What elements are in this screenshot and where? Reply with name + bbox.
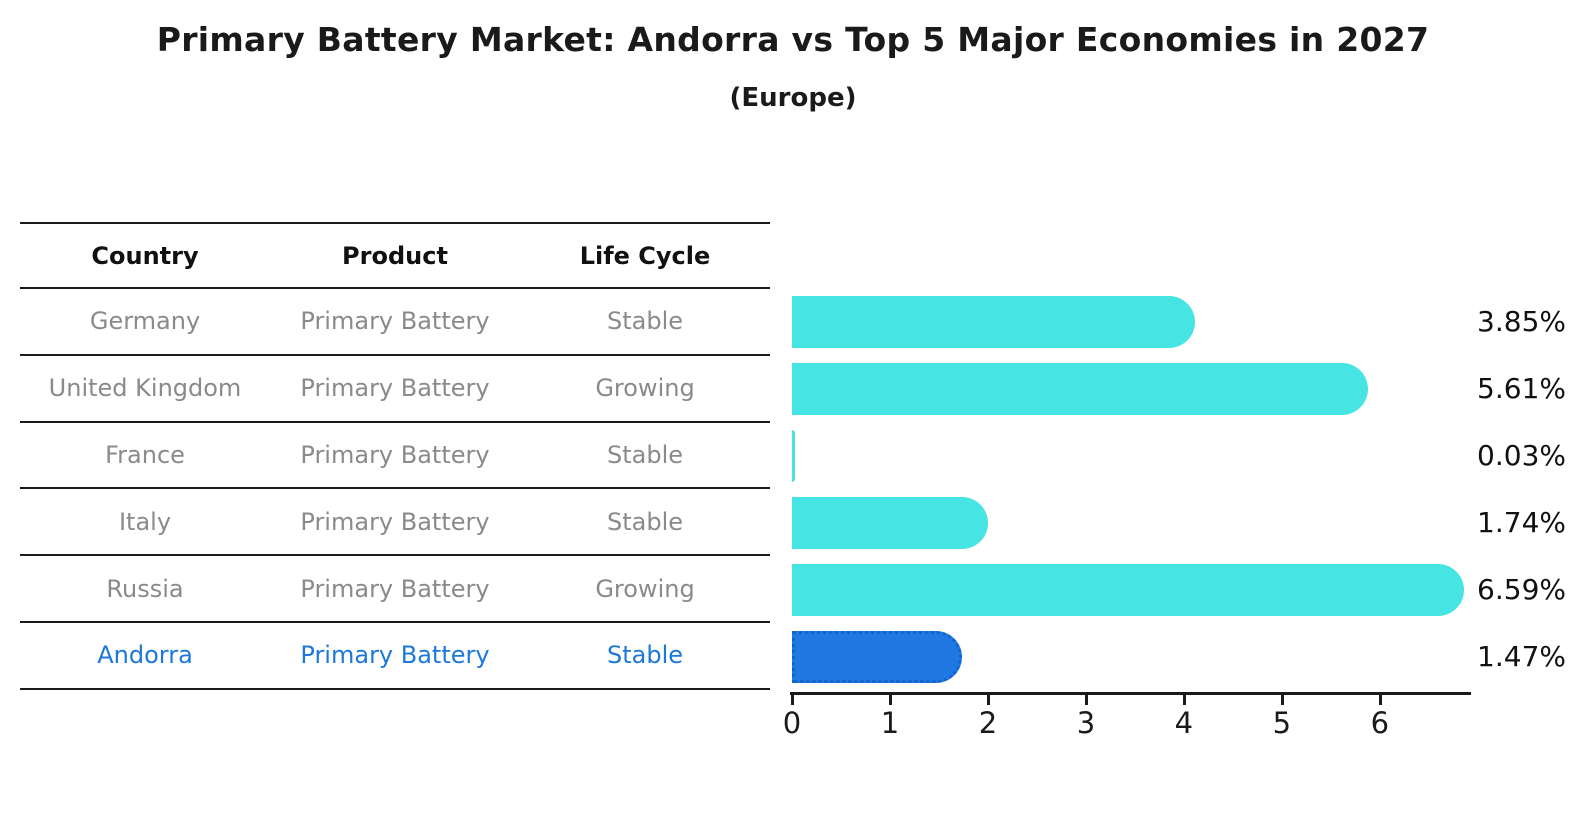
table-cell: Primary Battery	[300, 307, 490, 336]
bar-russia	[792, 563, 1464, 616]
table-cell: Primary Battery	[300, 440, 490, 469]
table-row: Germany Primary Battery Stable	[20, 289, 770, 356]
table-row: France Primary Battery Stable	[20, 423, 770, 490]
value-label: 6.59%	[1477, 572, 1566, 606]
table-cell: Germany	[89, 307, 201, 336]
table-cell: Russia	[106, 574, 184, 603]
table-row: United Kingdom Primary Battery Growing	[20, 356, 770, 423]
x-tick-label: 2	[978, 706, 998, 740]
table-cell: Stable	[606, 507, 684, 536]
table-cell: Primary Battery	[300, 574, 490, 603]
x-tick	[1280, 695, 1284, 705]
value-label: 3.85%	[1477, 305, 1566, 339]
x-tick	[1084, 695, 1088, 705]
bar-germany	[792, 296, 1196, 349]
bar-united-kingdom	[792, 363, 1368, 416]
column-header-country: Country	[91, 241, 199, 270]
chart-title: Primary Battery Market: Andorra vs Top 5…	[156, 20, 1430, 59]
table-header-row: Country Product Life Cycle	[20, 222, 770, 289]
x-tick	[986, 695, 990, 705]
value-label: 0.03%	[1477, 439, 1566, 473]
x-tick	[888, 695, 892, 705]
x-tick-label: 0	[782, 706, 802, 740]
table-cell: Growing	[595, 574, 695, 603]
table-cell: United Kingdom	[48, 374, 242, 403]
table-cell: Primary Battery	[300, 507, 490, 536]
bar-france	[792, 430, 795, 483]
table-cell: Growing	[595, 374, 695, 403]
x-tick-label: 5	[1272, 706, 1292, 740]
table-row: Italy Primary Battery Stable	[20, 489, 770, 557]
bar-andorra	[792, 630, 963, 683]
table-cell: Stable	[606, 641, 684, 670]
table-body: Germany Primary Battery Stable United Kingd…	[20, 289, 770, 690]
table-row: Andorra Primary Battery Stable	[20, 623, 770, 690]
x-tick-label: 3	[1076, 706, 1096, 740]
x-axis-line	[790, 692, 1471, 695]
column-header-product: Product	[342, 241, 448, 270]
table-cell: Primary Battery	[300, 641, 490, 670]
table-cell: Stable	[606, 307, 684, 336]
chart-subtitle: (Europe)	[729, 83, 857, 113]
value-label: 1.47%	[1477, 639, 1566, 673]
table-cell: France	[105, 440, 185, 469]
table-cell: Stable	[606, 440, 684, 469]
table-cell: Primary Battery	[300, 374, 490, 403]
x-tick	[1378, 695, 1382, 705]
bar-italy	[792, 496, 989, 549]
value-label: 5.61%	[1477, 372, 1566, 406]
country-table: Country Product Life Cycle Germany Primary …	[20, 222, 770, 690]
table-row: Russia Primary Battery Growing	[20, 556, 770, 623]
column-header-life-cycle: Life Cycle	[579, 241, 711, 270]
x-tick-label: 1	[880, 706, 900, 740]
x-tick-label: 4	[1174, 706, 1194, 740]
table-cell: Andorra	[97, 641, 193, 670]
value-label: 1.74%	[1477, 505, 1566, 539]
bar-plot	[792, 289, 1470, 690]
x-tick-label: 6	[1370, 706, 1390, 740]
table-cell: Italy	[118, 507, 172, 536]
x-tick	[1182, 695, 1186, 705]
x-tick	[791, 695, 794, 705]
